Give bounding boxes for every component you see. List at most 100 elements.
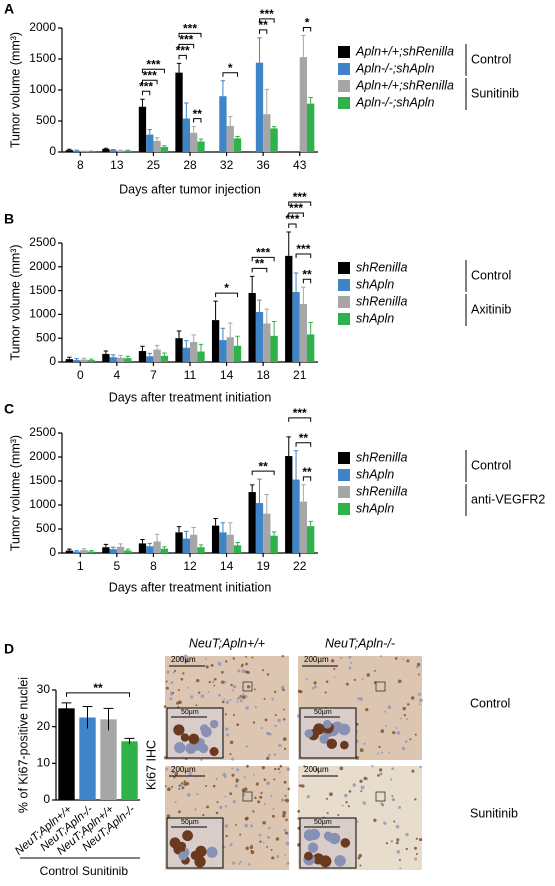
y-tick-label: 2000 <box>29 449 56 463</box>
nucleus-dot <box>391 797 396 802</box>
nucleus-dot <box>362 801 366 805</box>
legend-swatch <box>338 486 350 498</box>
nucleus-dot <box>205 784 208 787</box>
nucleus-dot <box>282 810 287 815</box>
nucleus-dot <box>297 689 302 693</box>
nucleus-dot <box>221 700 225 704</box>
bar <box>182 538 190 553</box>
nucleus-dot <box>404 740 408 743</box>
inset-nucleus <box>308 828 320 841</box>
nucleus-dot <box>379 655 383 658</box>
x-tick-label: 12 <box>183 559 197 573</box>
y-tick-label: 1000 <box>29 82 56 96</box>
nucleus-dot <box>285 818 288 822</box>
error-bar <box>103 147 109 149</box>
error-bar <box>235 136 240 139</box>
nucleus-dot <box>255 782 259 786</box>
error-bar <box>118 543 123 547</box>
x-tick-label: 32 <box>220 158 234 172</box>
bar <box>80 151 88 152</box>
panel-label: C <box>4 401 14 417</box>
error-bar <box>111 149 116 151</box>
bar <box>138 106 147 152</box>
nucleus-dot <box>350 661 353 664</box>
nucleus-dot <box>395 825 400 829</box>
nucleus-dot <box>283 708 285 711</box>
nucleus-dot <box>181 786 185 790</box>
error-bar <box>140 539 145 544</box>
nucleus-dot <box>402 658 405 661</box>
error-bar <box>228 522 233 535</box>
nucleus-dot <box>419 765 422 769</box>
bar <box>72 150 81 152</box>
inset-scale-label: 50µm <box>314 819 332 826</box>
bar <box>270 128 278 152</box>
nucleus-dot <box>165 686 169 690</box>
nucleus-dot <box>208 680 211 684</box>
nucleus-dot <box>384 710 387 713</box>
error-bar <box>140 98 145 107</box>
nucleus-dot <box>259 795 263 799</box>
ihc-side-label: Ki67 IHC <box>144 740 158 790</box>
inset-nucleus <box>206 846 218 858</box>
nucleus-dot <box>220 670 224 674</box>
significance-label: ** <box>255 256 265 270</box>
nucleus-dot <box>282 737 287 741</box>
nucleus-dot <box>360 790 363 793</box>
bar <box>116 357 125 362</box>
nucleus-dot <box>267 826 271 830</box>
error-bar <box>271 321 277 336</box>
bar <box>79 717 96 800</box>
nucleus-dot <box>397 679 402 684</box>
error-bar <box>198 138 204 142</box>
significance-bracket <box>215 292 239 298</box>
bar <box>299 303 308 362</box>
nucleus-dot <box>377 773 380 777</box>
nucleus-dot <box>396 850 400 854</box>
y-tick-label: 1000 <box>29 307 56 321</box>
nucleus-dot <box>190 695 194 699</box>
inset-nucleus <box>182 830 193 842</box>
significance-label: ** <box>302 465 312 479</box>
legend-swatch <box>338 46 350 58</box>
significance-label: *** <box>260 7 274 21</box>
x-tick-label: 8 <box>77 158 84 172</box>
nucleus-dot <box>261 765 266 770</box>
nucleus-dot <box>414 733 417 736</box>
nucleus-dot <box>398 805 402 809</box>
error-bar <box>184 102 189 119</box>
bar <box>197 141 205 152</box>
legend-group-label: Sunitinib <box>471 86 519 100</box>
nucleus-dot <box>238 696 242 700</box>
nucleus-dot <box>287 787 291 791</box>
inset-nucleus <box>338 723 351 736</box>
nucleus-dot <box>306 794 311 799</box>
nucleus-dot <box>177 689 180 692</box>
bar <box>248 292 256 362</box>
nucleus-dot <box>225 834 228 838</box>
nucleus-dot <box>252 810 255 813</box>
error-bar <box>162 352 167 356</box>
nucleus-dot <box>271 856 275 860</box>
error-bar <box>235 541 240 546</box>
nucleus-dot <box>165 680 168 683</box>
nucleus-dot <box>381 804 384 807</box>
nucleus-dot <box>387 705 392 710</box>
bar <box>124 150 132 152</box>
nucleus-dot <box>165 767 169 771</box>
nucleus-dot <box>380 729 385 733</box>
nucleus-dot <box>341 804 344 807</box>
error-bar <box>118 149 123 151</box>
x-tick-label: 22 <box>293 559 307 573</box>
ihc-column-header: NeuT;Apln-/- <box>325 636 395 650</box>
x-tick-label: 0 <box>77 368 84 382</box>
error-bar <box>82 706 93 729</box>
nucleus-dot <box>415 837 418 840</box>
nucleus-dot <box>400 717 402 720</box>
nucleus-dot <box>260 792 263 795</box>
nucleus-dot <box>406 659 410 663</box>
significance-bracket <box>141 79 158 85</box>
error-bar <box>140 345 145 352</box>
nucleus-dot <box>163 756 167 760</box>
inset-nucleus <box>185 743 197 754</box>
